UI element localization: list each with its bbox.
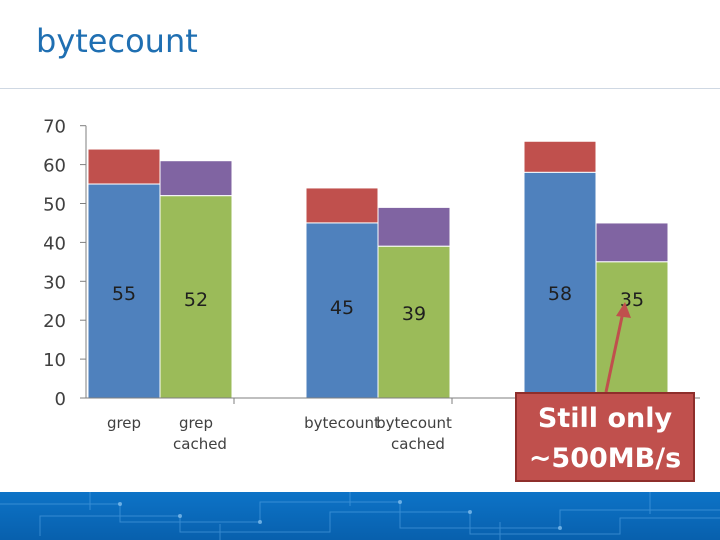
bar-top-segment	[595, 222, 669, 263]
x-category-label: grep	[179, 414, 213, 432]
circuit-pattern-icon	[0, 492, 720, 540]
x-category-label: bytecount	[304, 414, 380, 432]
bar-data-label: 45	[330, 297, 354, 319]
bar-top-segment	[523, 140, 597, 173]
y-tick-label: 30	[43, 272, 66, 293]
bar-base-segment	[595, 261, 669, 399]
title-divider	[0, 88, 720, 89]
y-tick-label: 60	[43, 156, 66, 177]
y-tick-label: 50	[43, 195, 66, 216]
bar-base-segment	[305, 222, 379, 399]
bar-data-label: 39	[402, 303, 426, 325]
footer-band	[0, 492, 720, 540]
x-category-label: bytecount	[376, 414, 452, 432]
bar-top-segment	[87, 148, 161, 185]
y-tick-label: 10	[43, 350, 66, 371]
bar-base-segment	[377, 245, 451, 399]
bar-top-segment	[159, 160, 233, 197]
callout-line-2: ~500MB/s	[528, 443, 682, 474]
y-tick-label: 70	[43, 117, 66, 138]
y-tick-label: 0	[55, 389, 66, 410]
callout-arrow-shaft	[604, 311, 625, 393]
y-tick-label: 20	[43, 311, 66, 332]
bar-data-label: 58	[548, 283, 572, 305]
bar-top-segment	[305, 187, 379, 224]
bar-base-segment	[87, 183, 161, 399]
slide-title: bytecount	[36, 22, 198, 60]
x-category-label: grep	[107, 414, 141, 432]
x-category-label-line2: cached	[391, 435, 445, 453]
y-tick-label: 40	[43, 233, 66, 254]
bar-data-label: 52	[184, 289, 208, 311]
slide-number: 45	[16, 480, 32, 494]
callout-box: Still only ~500MB/s	[515, 392, 695, 482]
bar-base-segment	[523, 171, 597, 399]
callout-arrow-head	[616, 302, 631, 318]
callout-line-1: Still only	[537, 403, 673, 434]
bar-top-segment	[377, 206, 451, 247]
bar-base-segment	[159, 195, 233, 399]
bar-data-label: 55	[112, 283, 136, 305]
x-category-label-line2: cached	[173, 435, 227, 453]
